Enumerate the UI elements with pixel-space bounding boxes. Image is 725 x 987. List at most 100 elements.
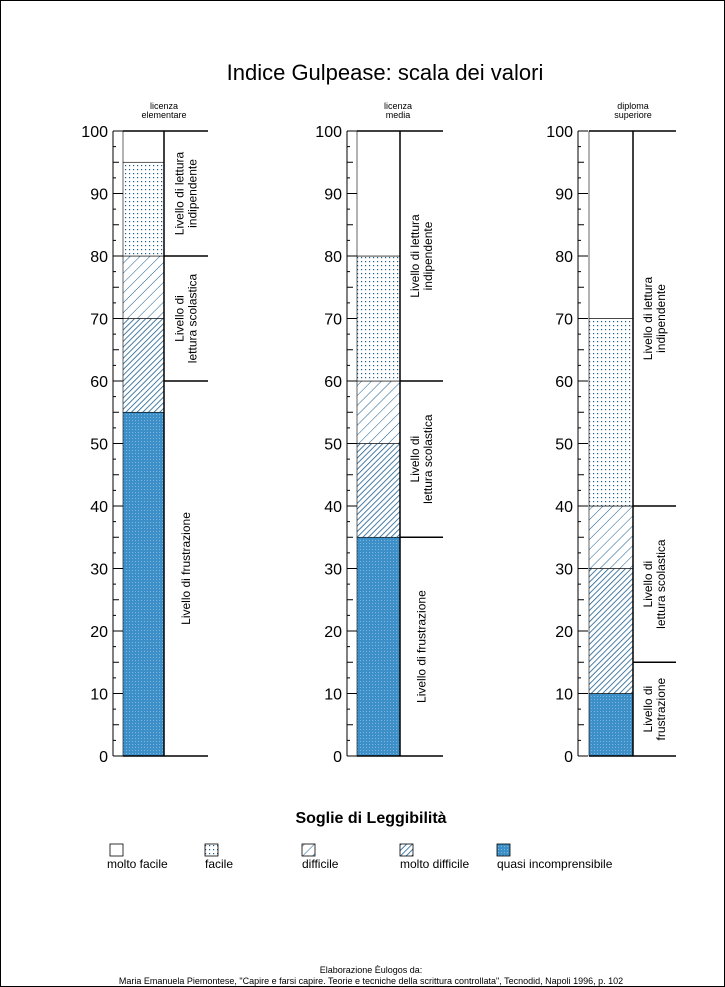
y-tick-label: 50: [90, 437, 108, 454]
level-label: Livello dilettura scolastica: [641, 539, 668, 629]
y-tick-label: 90: [90, 187, 108, 204]
columns: licenzaelementare0102030405060708090100L…: [81, 101, 676, 766]
y-tick-label: 30: [324, 562, 342, 579]
level-label-line: lettura scolastica: [654, 539, 668, 629]
y-tick-label: 80: [555, 249, 573, 266]
legend-label: facile: [205, 857, 233, 871]
legend-swatch: [204, 843, 219, 857]
credit-line-1: Elaborazione Èulogos da:: [320, 965, 423, 975]
y-tick-label: 80: [90, 249, 108, 266]
y-tick-label: 100: [315, 124, 342, 141]
legend-item-quasi-incomprensibile: quasi incomprensibile: [496, 843, 613, 871]
y-tick-label: 70: [90, 312, 108, 329]
level-label-line: Livello di: [641, 686, 655, 733]
y-tick-label: 60: [555, 374, 573, 391]
y-tick-label: 100: [81, 124, 108, 141]
legend: molto facile facile difficile molto diffici…: [107, 843, 613, 871]
level-label-line: Livello di lettura: [641, 276, 655, 360]
y-tick-label: 80: [324, 249, 342, 266]
y-tick-label: 90: [555, 187, 573, 204]
band-molto-facile: [588, 130, 634, 319]
column-header-line: licenza: [150, 101, 178, 111]
level-label-line: Livello di lettura: [173, 151, 187, 235]
y-tick-label: 50: [324, 437, 342, 454]
legend-swatch: [399, 843, 414, 857]
level-label-line: Livello di: [173, 295, 187, 342]
level-label-line: lettura scolastica: [421, 414, 435, 504]
legend-label: molto difficile: [400, 857, 469, 871]
level-label: Livello di letturaindipendente: [641, 276, 668, 360]
level-label-line: indipendente: [421, 221, 435, 290]
column-header-line: licenza: [384, 101, 412, 111]
y-tick-label: 40: [324, 499, 342, 516]
band-molto-difficile: [122, 318, 165, 413]
band-quasi-incomprensibile: [588, 693, 634, 757]
y-tick-label: 0: [564, 749, 573, 766]
y-tick-label: 30: [90, 562, 108, 579]
level-label-line: Livello di: [641, 561, 655, 608]
band-molto-difficile: [588, 568, 634, 694]
column-header-line: diploma: [617, 101, 649, 111]
level-label: Livello difrustrazione: [641, 677, 668, 740]
band-difficile: [588, 505, 634, 569]
legend-label: difficile: [302, 857, 339, 871]
chart-title: Indice Gulpease: scala dei valori: [227, 60, 544, 85]
level-label: Livello di letturaindipendente: [408, 214, 435, 298]
level-label-line: Livello di frustrazione: [415, 590, 429, 703]
legend-item-molto-difficile: molto difficile: [399, 843, 469, 871]
y-tick-label: 100: [546, 124, 573, 141]
level-label: Livello di frustrazione: [179, 512, 193, 625]
column-header-line: superiore: [614, 110, 652, 120]
y-tick-label: 0: [99, 749, 108, 766]
band-molto-facile: [122, 130, 165, 163]
y-tick-label: 0: [333, 749, 342, 766]
level-label: Livello di frustrazione: [415, 590, 429, 703]
band-facile: [122, 161, 165, 257]
level-label: Livello dilettura scolastica: [408, 414, 435, 504]
y-tick-label: 70: [555, 312, 573, 329]
band-facile: [356, 255, 401, 382]
y-tick-label: 20: [90, 624, 108, 641]
level-label: Livello dilettura scolastica: [173, 273, 200, 363]
legend-item-difficile: difficile: [301, 843, 339, 871]
y-tick-label: 10: [90, 687, 108, 704]
y-tick-label: 20: [555, 624, 573, 641]
y-tick-label: 40: [555, 499, 573, 516]
legend-item-molto-facile: molto facile: [107, 843, 168, 871]
y-tick-label: 50: [555, 437, 573, 454]
y-tick-label: 20: [324, 624, 342, 641]
band-difficile: [122, 255, 165, 319]
band-difficile: [356, 380, 401, 444]
level-label-line: indipendente: [654, 284, 668, 353]
y-tick-label: 10: [324, 687, 342, 704]
level-label-line: Livello di lettura: [408, 214, 422, 298]
band-facile: [588, 318, 634, 507]
legend-title: Soglie di Leggibilità: [295, 810, 446, 827]
y-tick-label: 90: [324, 187, 342, 204]
band-quasi-incomprensibile: [122, 411, 165, 757]
level-label-line: Livello di: [408, 436, 422, 483]
level-label: Livello di letturaindipendente: [173, 151, 200, 235]
column-header-line: elementare: [141, 110, 186, 120]
level-label-line: Livello di frustrazione: [179, 512, 193, 625]
column-header-line: media: [386, 110, 411, 120]
y-tick-label: 40: [90, 499, 108, 516]
level-label-line: lettura scolastica: [186, 273, 200, 363]
y-tick-label: 70: [324, 312, 342, 329]
credit-line-2: Maria Emanuela Piemontese, "Capire e far…: [119, 976, 623, 986]
legend-label: molto facile: [107, 857, 168, 871]
band-quasi-incomprensibile: [356, 536, 401, 757]
level-label-line: indipendente: [186, 159, 200, 228]
legend-swatch: [496, 843, 511, 857]
band-molto-difficile: [356, 443, 401, 538]
level-label-line: frustrazione: [654, 677, 668, 740]
legend-swatch: [109, 843, 124, 857]
legend-swatch: [301, 843, 316, 857]
legend-label: quasi incomprensibile: [497, 857, 613, 871]
y-tick-label: 30: [555, 562, 573, 579]
y-tick-label: 60: [324, 374, 342, 391]
